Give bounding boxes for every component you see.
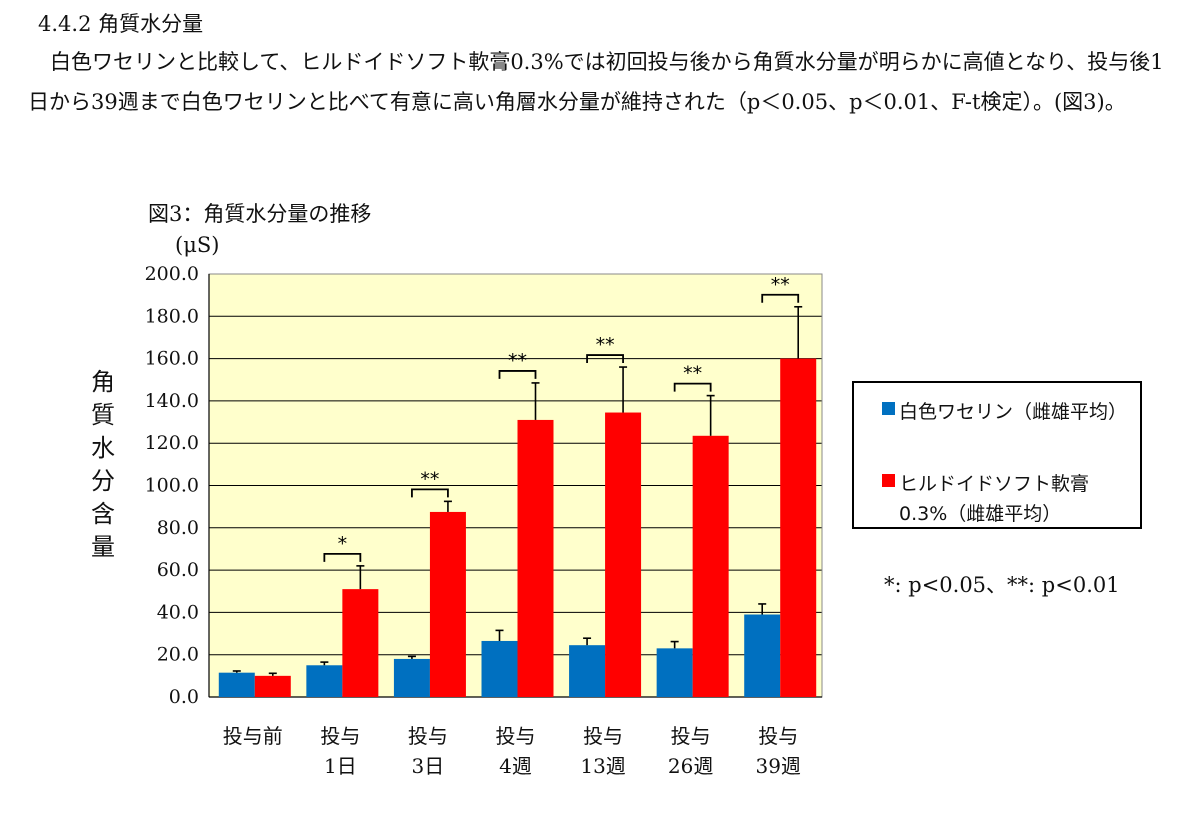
significance-note: *: p<0.05、**: p<0.01 (884, 573, 1120, 597)
y-tick-label: 20.0 (157, 644, 199, 666)
significance-bracket (761, 293, 800, 303)
figure-title: 図3：角質水分量の推移 (148, 202, 372, 226)
bar (517, 419, 554, 697)
bar (569, 645, 606, 697)
x-tick-label: 投与 (496, 724, 536, 748)
x-tick-label: 4週 (499, 754, 532, 778)
x-tick-label: 投与前 (223, 724, 283, 748)
bar (393, 658, 430, 697)
y-tick-label: 160.0 (145, 348, 199, 370)
legend-label-vaseline: 白色ワセリン（雌雄平均） (899, 401, 1128, 423)
y-tick-label: 200.0 (145, 263, 199, 285)
significance-bracket (411, 488, 449, 498)
x-tick-label: 投与 (320, 724, 360, 748)
y-tick-label: 40.0 (157, 601, 199, 623)
significance-marker: ** (596, 334, 615, 356)
section-heading: 4.4.2 角質水分量 (38, 12, 204, 36)
significance-bracket (673, 382, 712, 392)
bar (692, 435, 729, 697)
significance-marker: ** (683, 363, 702, 385)
y-tick-label: 0.0 (169, 686, 199, 708)
bar (744, 614, 781, 697)
bar (306, 665, 343, 697)
bar (429, 511, 466, 697)
x-tick-label: 39週 (755, 754, 800, 778)
legend-label-hirudoid: ヒルドイドソフト軟膏0.3%（雌雄平均） (899, 473, 1090, 525)
significance-marker: ** (420, 468, 439, 490)
bar (656, 648, 693, 697)
legend-item-vaseline: 白色ワセリン（雌雄平均） (882, 397, 1127, 427)
y-tick-label: 120.0 (145, 432, 199, 454)
significance-bracket (323, 552, 362, 562)
bar (342, 589, 379, 697)
x-tick-label: 3日 (412, 754, 445, 778)
x-tick-label: 13週 (580, 754, 625, 778)
legend-swatch-vaseline (882, 402, 895, 415)
x-tick-label: 26週 (668, 754, 713, 778)
x-tick-label: 投与 (408, 724, 448, 748)
bar (218, 672, 255, 697)
y-axis-label: 角質水分含量 (91, 368, 115, 561)
x-tick-label: 投与 (758, 724, 798, 748)
significance-bracket (498, 370, 537, 379)
y-tick-label: 140.0 (145, 390, 199, 412)
y-tick-label: 180.0 (145, 305, 199, 327)
y-axis-unit: (μS) (175, 233, 220, 257)
bar (780, 358, 817, 697)
y-tick-label: 60.0 (157, 559, 199, 581)
y-tick-label: 100.0 (145, 475, 199, 497)
body-paragraph: 白色ワセリンと比較して、ヒルドイドソフト軟膏0.3%では初回投与後から角質水分量… (28, 42, 1178, 122)
legend-item-hirudoid: ヒルドイドソフト軟膏0.3%（雌雄平均） (882, 469, 1134, 529)
significance-marker: ** (771, 274, 790, 296)
legend-swatch-hirudoid (882, 474, 895, 487)
x-tick-label: 1日 (324, 754, 357, 778)
bar (605, 412, 642, 697)
chart-legend: 白色ワセリン（雌雄平均） ヒルドイドソフト軟膏0.3%（雌雄平均） (852, 381, 1142, 529)
x-tick-label: 投与 (583, 724, 623, 748)
y-tick-label: 80.0 (157, 517, 199, 539)
bar (481, 640, 518, 697)
significance-marker: ** (508, 350, 527, 372)
paragraph-text: 白色ワセリンと比較して、ヒルドイドソフト軟膏0.3%では初回投与後から角質水分量… (28, 50, 1164, 114)
bar (254, 675, 291, 697)
x-tick-label: 投与 (671, 724, 711, 748)
significance-bracket (586, 354, 624, 364)
significance-marker: * (338, 533, 348, 555)
